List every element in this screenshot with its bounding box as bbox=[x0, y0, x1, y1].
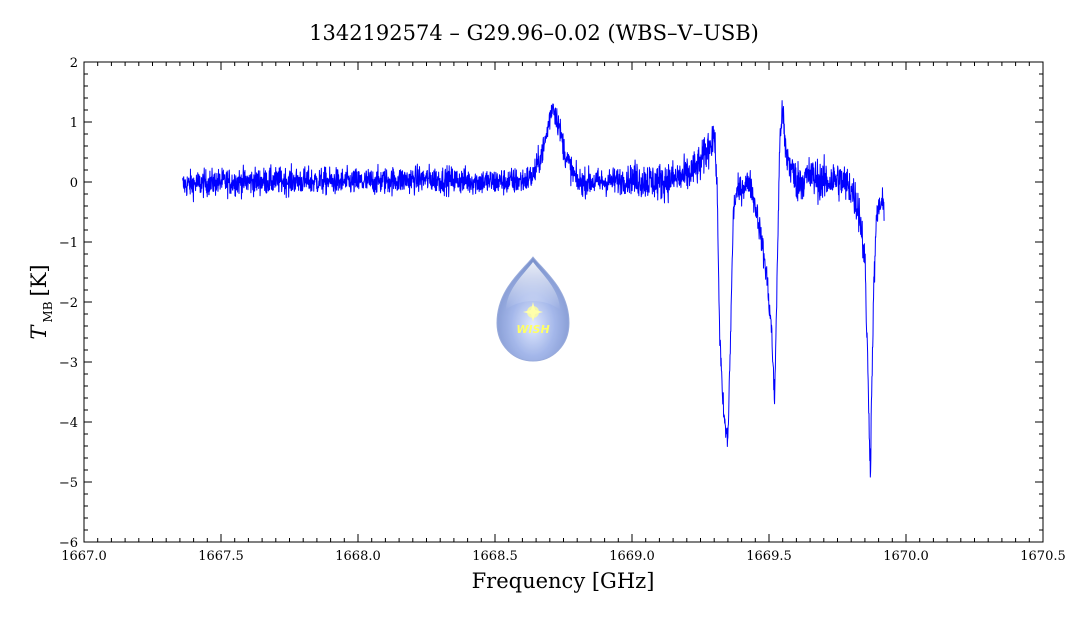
x-axis-label: Frequency [GHz] bbox=[472, 569, 655, 593]
droplet-highlight bbox=[506, 262, 560, 310]
y-axis-ticks: 2 1 0 −1 −2 −3 −4 −5 −6 bbox=[59, 56, 1043, 551]
svg-text:TMB[K]: T MB [K] bbox=[27, 264, 55, 339]
wish-logo-text: WISH bbox=[516, 323, 549, 336]
x-tick-label: 1668.0 bbox=[335, 549, 381, 564]
y-axis-label-unit: [K] bbox=[27, 264, 51, 296]
x-tick-label: 1667.0 bbox=[61, 549, 107, 564]
y-axis-label-symbol: T bbox=[27, 324, 51, 340]
x-tick-label: 1670.5 bbox=[1020, 549, 1066, 564]
y-tick-label: −1 bbox=[59, 236, 78, 251]
chart-title: 1342192574 – G29.96–0.02 (WBS–V–USB) bbox=[309, 21, 759, 45]
x-tick-label: 1668.5 bbox=[472, 549, 518, 564]
y-axis-label-subscript: MB bbox=[41, 301, 55, 322]
wish-logo: WISH bbox=[496, 256, 570, 362]
y-tick-label: 0 bbox=[70, 176, 78, 191]
x-tick-label: 1670.0 bbox=[883, 549, 929, 564]
y-tick-label: 1 bbox=[70, 116, 78, 131]
y-tick-label: −5 bbox=[59, 476, 78, 491]
y-tick-label: −3 bbox=[59, 356, 78, 371]
y-axis-label: T MB [K] bbox=[27, 264, 55, 339]
y-tick-label: −2 bbox=[59, 296, 78, 311]
y-tick-label: −4 bbox=[59, 416, 78, 431]
x-tick-label: 1667.5 bbox=[198, 549, 244, 564]
y-tick-label: −6 bbox=[59, 536, 78, 551]
star-icon bbox=[523, 302, 543, 322]
x-axis-ticks: 1667.0 1667.5 1668.0 1668.5 1669.0 1669.5 1670… bbox=[61, 62, 1066, 564]
x-tick-label: 1669.0 bbox=[609, 549, 655, 564]
series-line bbox=[182, 100, 885, 478]
y-tick-label: 2 bbox=[70, 56, 78, 71]
x-tick-label: 1669.5 bbox=[746, 549, 792, 564]
